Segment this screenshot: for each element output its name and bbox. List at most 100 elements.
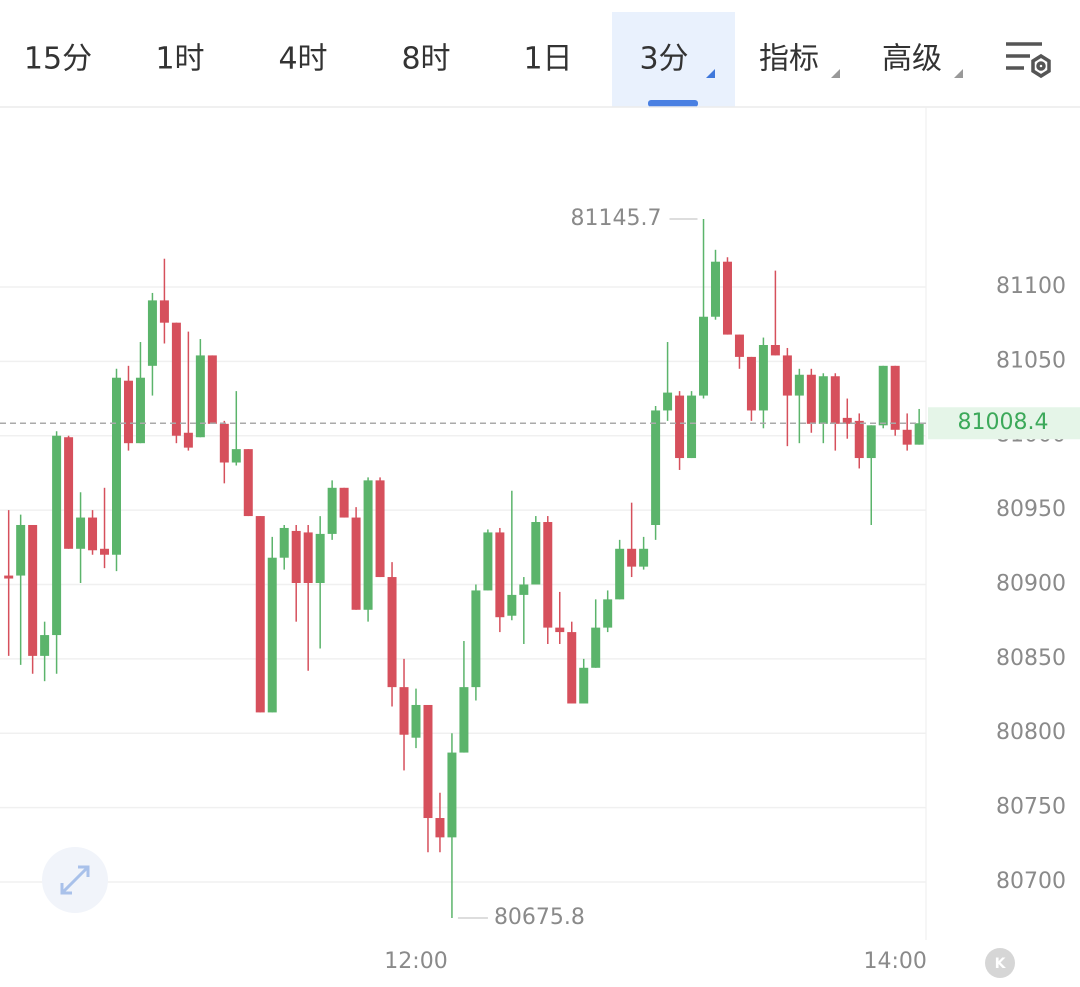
candle-body <box>663 392 673 411</box>
candle-body <box>806 374 816 424</box>
candle-body <box>135 377 145 444</box>
toolbar: 15分 1时 4时 8时 1日 3分 指标 高级 <box>24 12 963 107</box>
candle-body <box>483 532 493 591</box>
candle-body <box>627 548 637 567</box>
candle-body <box>315 533 325 583</box>
last-price-box <box>928 407 1080 440</box>
candle-body <box>603 599 613 628</box>
candle-body <box>4 575 14 579</box>
dropdown-caret <box>954 69 963 78</box>
y-tick-label: 80800 <box>996 720 1066 745</box>
candle-body <box>854 420 864 459</box>
candle-body <box>782 355 792 396</box>
settings-icon[interactable] <box>1006 42 1051 79</box>
last-price-label: 81008.4 <box>958 410 1049 435</box>
tab[interactable]: 15分 <box>24 42 92 77</box>
candle-body <box>207 355 217 424</box>
dropdown-caret <box>831 69 840 78</box>
tab[interactable]: 4时 <box>278 42 327 77</box>
chart: 8070080750808008085080900809508100081050… <box>0 206 1080 974</box>
candle-body <box>399 687 409 735</box>
candle-body <box>351 517 361 610</box>
candle-body <box>423 704 433 819</box>
k-button[interactable]: K <box>985 948 1015 978</box>
tab[interactable]: 高级 <box>882 42 942 77</box>
candle-body <box>16 524 26 576</box>
candle-body <box>842 417 852 424</box>
dropdown-caret <box>706 69 715 78</box>
y-tick-label: 80700 <box>996 869 1066 894</box>
y-tick-label: 80900 <box>996 571 1066 596</box>
candle-body <box>291 530 301 583</box>
candle-body <box>794 374 804 396</box>
candle-body <box>255 516 265 713</box>
y-tick-label: 80750 <box>996 795 1066 820</box>
candle-body <box>818 376 828 424</box>
candle-body <box>711 261 720 317</box>
candle-body <box>902 429 912 445</box>
candle-body <box>878 365 888 426</box>
candle-body <box>303 532 313 583</box>
tab[interactable]: 1时 <box>155 42 204 77</box>
candle-body <box>76 517 86 549</box>
candle-body <box>112 377 121 555</box>
x-tick-label: 14:00 <box>863 949 926 974</box>
candle-body <box>579 667 589 704</box>
candle-body <box>555 627 565 633</box>
candle-body <box>699 316 709 396</box>
tab[interactable]: 8时 <box>401 42 450 77</box>
svg-text:K: K <box>995 956 1007 972</box>
active-tab-indicator <box>648 100 698 107</box>
candle-body <box>411 704 421 738</box>
candle-body <box>88 517 98 551</box>
candle-body <box>890 365 900 430</box>
candle-body <box>447 752 457 838</box>
candle-body <box>435 818 445 838</box>
candle-body <box>543 522 553 628</box>
tab[interactable]: 指标 <box>759 42 819 77</box>
candle-body <box>183 432 193 448</box>
expand-button[interactable] <box>42 847 108 913</box>
candle-body <box>147 300 157 366</box>
candle-body <box>519 584 529 595</box>
candle-body <box>567 632 577 704</box>
candle-body <box>914 423 924 445</box>
candle-body <box>243 449 253 517</box>
candle-body <box>471 590 481 688</box>
candle-body <box>279 527 289 558</box>
y-tick-label: 80850 <box>996 646 1066 671</box>
x-tick-label: 12:00 <box>384 949 447 974</box>
candle-body <box>495 532 505 618</box>
tab[interactable]: 3分 <box>639 42 688 77</box>
candle-body <box>687 395 697 459</box>
candle-body <box>123 380 133 444</box>
candle-body <box>100 548 110 555</box>
candle-body <box>339 487 349 518</box>
candle-body <box>531 522 541 585</box>
y-tick-label: 81050 <box>996 348 1066 373</box>
candle-body <box>758 345 768 411</box>
candle-body <box>770 345 780 356</box>
candle-body <box>28 524 38 656</box>
low-label: 80675.8 <box>494 905 585 930</box>
candle-body <box>746 356 756 411</box>
tab[interactable]: 1日 <box>523 42 572 77</box>
y-tick-label: 80950 <box>996 497 1066 522</box>
candle-body <box>866 425 876 459</box>
high-label: 81145.7 <box>571 206 662 231</box>
candle-body <box>52 435 62 636</box>
candle-body <box>40 635 50 656</box>
active-tab-bg <box>612 12 735 107</box>
candle-body <box>830 376 840 424</box>
candle-body <box>159 300 169 323</box>
candle-body <box>195 355 205 438</box>
candle-body <box>651 410 661 525</box>
candle-body <box>591 627 601 668</box>
candle-body <box>459 687 469 753</box>
candle-body <box>219 423 229 463</box>
candle-body <box>231 449 241 463</box>
candle-body <box>171 322 181 436</box>
candle-body <box>675 395 685 459</box>
